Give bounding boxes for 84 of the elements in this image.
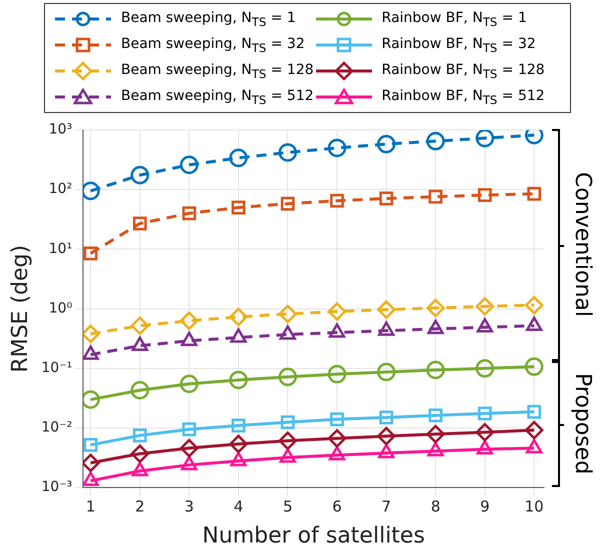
- y-tick-label: 10¹: [48, 240, 72, 257]
- point: [130, 166, 150, 184]
- point: [278, 368, 297, 386]
- legend-label: Beam sweeping, N$_{TS}$ = 512: [121, 88, 314, 106]
- x-tick-label: 3: [184, 497, 194, 516]
- x-tick-label: 10: [524, 497, 544, 516]
- point: [280, 196, 295, 211]
- point: [132, 428, 147, 442]
- legend-label: Rainbow BF, N$_{TS}$ = 1: [382, 10, 527, 28]
- point: [377, 300, 396, 319]
- y-tick-label: 10³: [48, 122, 72, 138]
- legend-label: Beam sweeping, N$_{TS}$ = 128: [121, 62, 314, 80]
- y-tick-label: 10⁰: [48, 300, 73, 316]
- text: Conventional: [570, 172, 595, 318]
- point: [377, 426, 396, 446]
- point: [84, 246, 98, 260]
- point: [328, 364, 346, 384]
- point: [232, 418, 246, 432]
- point: [130, 316, 150, 335]
- point: [478, 406, 492, 420]
- point: [379, 192, 394, 206]
- point: [524, 296, 544, 314]
- point: [229, 308, 248, 326]
- text: Proposed: [570, 373, 595, 475]
- x-tick-label: 1: [86, 497, 96, 516]
- point: [426, 132, 445, 150]
- point: [428, 408, 442, 422]
- point: [330, 194, 344, 208]
- x-tick-label: 2: [135, 497, 145, 516]
- y-tick-label: 10⁻¹: [41, 360, 72, 376]
- point: [278, 143, 297, 162]
- point: [527, 404, 542, 419]
- legend-label: Rainbow BF, N$_{TS}$ = 32: [382, 36, 536, 54]
- point: [229, 434, 248, 454]
- legend-label: Rainbow BF, N$_{TS}$ = 512: [382, 88, 545, 106]
- point: [476, 130, 494, 148]
- point: [229, 148, 248, 168]
- point: [527, 186, 542, 201]
- point: [232, 200, 246, 214]
- x-tick-label: 5: [282, 497, 293, 516]
- point: [328, 429, 346, 448]
- y-tick-label: 10⁻²: [41, 420, 72, 436]
- point: [130, 444, 150, 463]
- x-tick-label: 6: [332, 497, 342, 516]
- y-tick-label: 10⁻³: [41, 479, 72, 496]
- point: [180, 156, 198, 174]
- point: [328, 302, 346, 321]
- point: [278, 432, 297, 450]
- point: [524, 357, 544, 376]
- x-tick-label: 9: [480, 497, 490, 516]
- point: [478, 188, 492, 202]
- point: [379, 410, 394, 424]
- legend-label: Beam sweeping, N$_{TS}$ = 1: [121, 10, 296, 28]
- x-tick-label: 8: [430, 497, 440, 516]
- x-axis-title: Number of satellites: [202, 524, 425, 549]
- point: [476, 297, 494, 316]
- point: [180, 374, 198, 394]
- y-axis-title: RMSE (deg): [8, 244, 33, 373]
- y-tick-label: 10²: [48, 181, 72, 198]
- legend-label: Beam sweeping, N$_{TS}$ = 32: [121, 36, 305, 54]
- point: [330, 412, 344, 426]
- point: [428, 190, 442, 204]
- point: [426, 298, 445, 318]
- point: [377, 362, 396, 382]
- point: [180, 312, 198, 330]
- point: [182, 206, 196, 220]
- point: [84, 438, 98, 452]
- point: [377, 134, 396, 154]
- point: [130, 380, 150, 400]
- point: [476, 422, 494, 442]
- point: [132, 216, 147, 230]
- point: [426, 360, 445, 380]
- point: [280, 415, 295, 430]
- point: [328, 138, 346, 158]
- point: [476, 359, 494, 378]
- x-tick-label: 4: [234, 497, 244, 516]
- point: [278, 304, 297, 324]
- x-tick-label: 7: [382, 497, 392, 516]
- point: [229, 370, 248, 390]
- point: [524, 420, 544, 440]
- point: [182, 422, 196, 436]
- point: [426, 424, 445, 444]
- point: [180, 438, 198, 458]
- legend-label: Rainbow BF, N$_{TS}$ = 128: [382, 62, 545, 80]
